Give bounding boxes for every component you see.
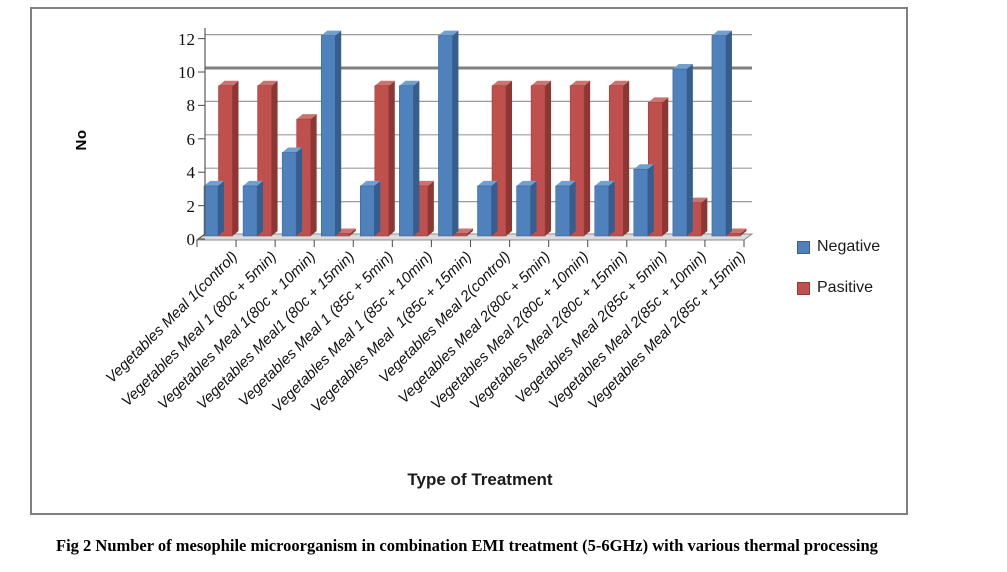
y-tick-label: 2 — [186, 196, 196, 216]
chart-figure-border — [30, 7, 908, 515]
x-axis-title: Type of Treatment — [407, 470, 553, 489]
y-axis-title: No — [73, 129, 90, 151]
y-tick-label: 8 — [186, 96, 196, 116]
figure-caption: Fig 2 Number of mesophile microorganism … — [56, 536, 878, 555]
y-tick-label: 4 — [186, 163, 196, 183]
y-tick-label: 12 — [178, 29, 195, 49]
legend-swatch-positive — [797, 281, 810, 295]
y-tick-label: 6 — [186, 129, 196, 149]
legend-entry-negative: Negative — [797, 238, 880, 256]
legend-label-positive: Pasitive — [817, 279, 874, 296]
legend-entry-positive: Pasitive — [797, 279, 873, 297]
y-tick-label: 0 — [186, 230, 196, 249]
legend-swatch-negative — [797, 240, 810, 254]
legend-label-negative: Negative — [817, 238, 881, 255]
y-tick-label: 10 — [178, 63, 195, 82]
